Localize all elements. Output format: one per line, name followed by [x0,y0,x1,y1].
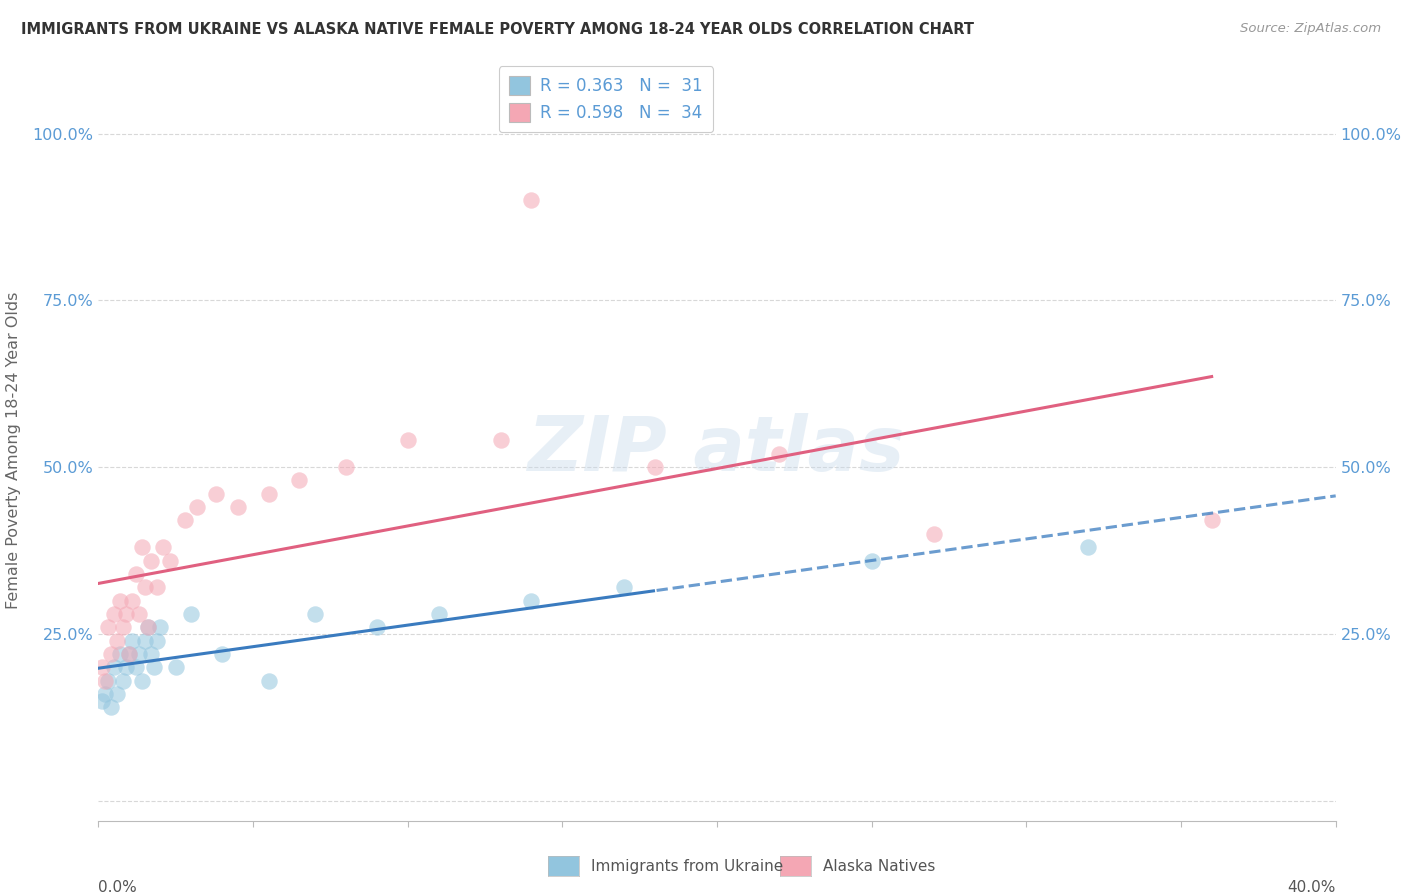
Point [288,474,311,488]
Point [143,660,166,674]
Point [257,673,280,688]
Point [146,580,169,594]
Point [115,660,138,674]
Point [128,647,150,661]
Point [226,500,249,515]
Point [159,553,181,567]
Point [644,460,666,475]
Point [489,434,512,448]
Text: ZIP atlas: ZIP atlas [529,414,905,487]
Point [922,526,945,541]
Text: IMMIGRANTS FROM UKRAINE VS ALASKA NATIVE FEMALE POVERTY AMONG 18-24 YEAR OLDS CO: IMMIGRANTS FROM UKRAINE VS ALASKA NATIVE… [21,22,974,37]
Point [139,553,162,567]
Point [366,620,388,634]
Point [112,620,135,634]
Legend: R = 0.363   N =  31, R = 0.598   N =  34: R = 0.363 N = 31, R = 0.598 N = 34 [499,66,713,132]
Point [128,607,150,621]
Point [121,593,143,607]
Point [93,687,115,701]
Text: Source: ZipAtlas.com: Source: ZipAtlas.com [1240,22,1381,36]
Point [1201,514,1223,528]
Point [103,660,125,674]
Point [93,673,115,688]
Point [100,700,122,714]
Point [121,633,143,648]
Point [134,580,156,594]
Point [97,620,120,634]
Point [100,647,122,661]
Point [257,487,280,501]
Point [115,607,138,621]
Point [90,660,112,674]
Point [112,673,135,688]
Point [304,607,326,621]
Text: 40.0%: 40.0% [1288,880,1336,892]
Point [768,447,790,461]
Point [136,620,159,634]
Point [860,553,883,567]
Point [520,593,543,607]
Text: 0.0%: 0.0% [98,880,138,892]
Point [134,633,156,648]
Y-axis label: Female Poverty Among 18-24 Year Olds: Female Poverty Among 18-24 Year Olds [7,292,21,609]
Point [118,647,141,661]
Point [136,620,159,634]
Point [108,647,131,661]
Point [118,647,141,661]
Point [105,687,128,701]
Point [205,487,228,501]
Point [1077,540,1099,554]
Point [139,647,162,661]
Point [180,607,202,621]
Point [211,647,233,661]
Point [174,514,197,528]
Point [90,693,112,707]
Point [165,660,187,674]
Point [520,194,543,208]
Point [108,593,131,607]
Point [613,580,636,594]
Text: Alaska Natives: Alaska Natives [823,859,935,873]
Point [131,673,153,688]
Point [152,540,174,554]
Point [335,460,357,475]
Point [396,434,419,448]
Point [186,500,208,515]
Point [146,633,169,648]
Point [131,540,153,554]
Point [124,566,146,581]
Point [105,633,128,648]
Point [149,620,172,634]
Point [97,673,120,688]
Point [124,660,146,674]
Point [427,607,450,621]
Text: Immigrants from Ukraine: Immigrants from Ukraine [591,859,783,873]
Point [103,607,125,621]
